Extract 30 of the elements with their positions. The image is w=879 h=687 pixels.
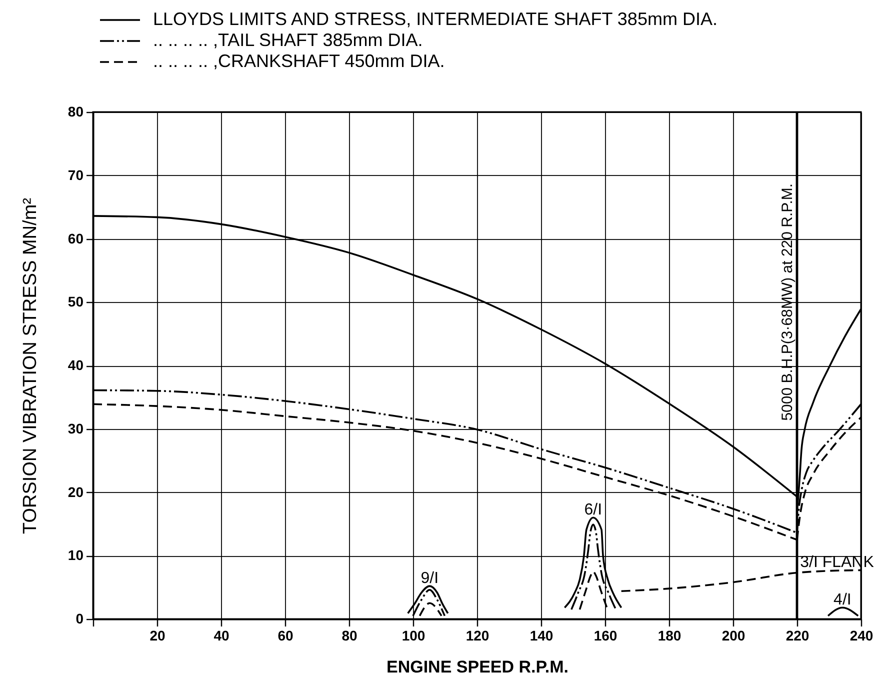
y-tick-label: 0 [76, 610, 84, 626]
x-tick-label: 200 [722, 628, 746, 644]
y-tick-label: 10 [68, 547, 84, 564]
annotation: 9/I [420, 570, 439, 588]
ref-line-label: 5000 B.H.P(3·68MW) at 220 R.P.M. [779, 183, 796, 421]
y-tick-label: 40 [68, 357, 84, 373]
legend-label: .. .. .. .. ,TAIL SHAFT 385mm DIA. [153, 30, 423, 50]
annotation: 6/I [584, 502, 602, 519]
y-tick-label: 20 [68, 484, 84, 500]
x-tick-label: 80 [342, 628, 358, 644]
annotation: 4/I [834, 592, 852, 609]
y-tick-label: 30 [68, 420, 84, 436]
x-tick-label: 60 [278, 628, 294, 644]
x-tick-label: 140 [530, 628, 554, 644]
y-tick-label: 50 [68, 294, 84, 310]
x-tick-label: 160 [594, 628, 618, 644]
x-tick-label: 180 [658, 628, 682, 644]
x-tick-label: 40 [214, 628, 230, 644]
x-axis-title: ENGINE SPEED R.P.M. [386, 658, 569, 676]
legend-label: .. .. .. .. ,CRANKSHAFT 450mm DIA. [153, 51, 445, 71]
y-tick-label: 60 [68, 230, 84, 246]
x-tick-label: 120 [466, 628, 490, 644]
y-axis-title: TORSION VIBRATION STRESS MN/m² [20, 198, 41, 534]
legend-label: LLOYDS LIMITS AND STRESS, INTERMEDIATE SHAFT 385mm DIA. [153, 9, 718, 29]
x-tick-label: 240 [850, 628, 874, 644]
x-tick-label: 100 [402, 628, 426, 644]
y-tick-label: 70 [68, 166, 84, 183]
y-tick-label: 80 [68, 104, 84, 120]
x-tick-label: 20 [150, 628, 166, 644]
x-tick-label: 220 [786, 628, 810, 644]
